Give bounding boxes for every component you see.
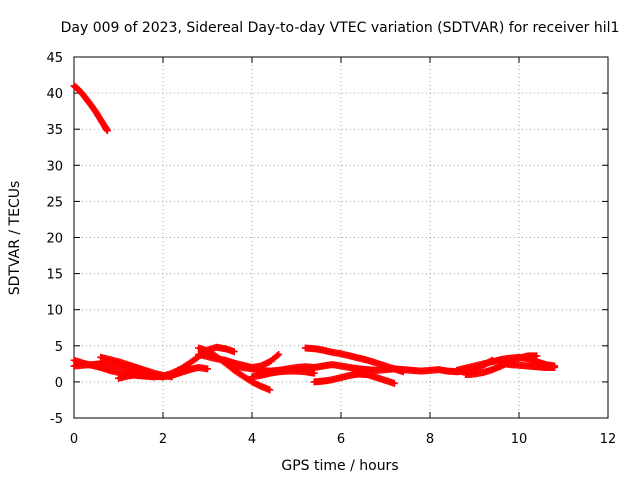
y-tick-label: 30 <box>46 159 63 174</box>
data-point <box>275 350 283 358</box>
x-tick-label: 2 <box>159 432 167 447</box>
x-tick-label: 12 <box>600 432 617 447</box>
x-axis-label: GPS time / hours <box>281 458 398 474</box>
data-point <box>399 368 407 376</box>
data-point <box>310 369 318 377</box>
series-arc10 <box>310 370 398 387</box>
data-point <box>551 363 559 371</box>
data-points <box>70 82 559 394</box>
series-arc11 <box>248 367 318 381</box>
y-tick-label: 35 <box>46 123 63 138</box>
chart-title: Day 009 of 2023, Sidereal Day-to-day VTE… <box>61 20 620 36</box>
data-point <box>230 348 238 356</box>
y-axis-label: SDTVAR / TECUs <box>7 181 23 296</box>
data-point <box>204 365 211 373</box>
axis-ticks: 0 2 4 6 8 10 12 -5 0 5 10 15 20 25 30 35 40 45 <box>46 51 616 447</box>
y-tick-label: 0 <box>55 376 63 391</box>
data-point <box>533 352 541 360</box>
x-tick-label: 8 <box>426 432 434 447</box>
y-tick-label: 10 <box>46 304 63 319</box>
data-point <box>103 127 111 135</box>
y-tick-label: 20 <box>46 232 63 247</box>
x-tick-label: 6 <box>337 432 345 447</box>
data-point <box>390 379 398 387</box>
x-tick-label: 10 <box>511 432 528 447</box>
y-tick-label: 25 <box>46 195 63 210</box>
data-point <box>168 373 176 381</box>
data-point <box>266 386 274 394</box>
data-point <box>159 372 167 380</box>
series-arc5 <box>115 371 167 382</box>
x-tick-label: 0 <box>70 432 78 447</box>
grid <box>74 57 608 418</box>
y-tick-label: 45 <box>46 51 63 66</box>
y-tick-label: -5 <box>50 412 63 427</box>
series-arc9 <box>301 344 407 376</box>
y-tick-label: 5 <box>55 340 63 355</box>
data-point <box>273 352 281 360</box>
y-tick-label: 40 <box>46 87 63 102</box>
y-tick-label: 15 <box>46 268 63 283</box>
series-arc14 <box>497 359 559 371</box>
x-tick-label: 4 <box>248 432 256 447</box>
series-arc1 <box>70 82 111 135</box>
